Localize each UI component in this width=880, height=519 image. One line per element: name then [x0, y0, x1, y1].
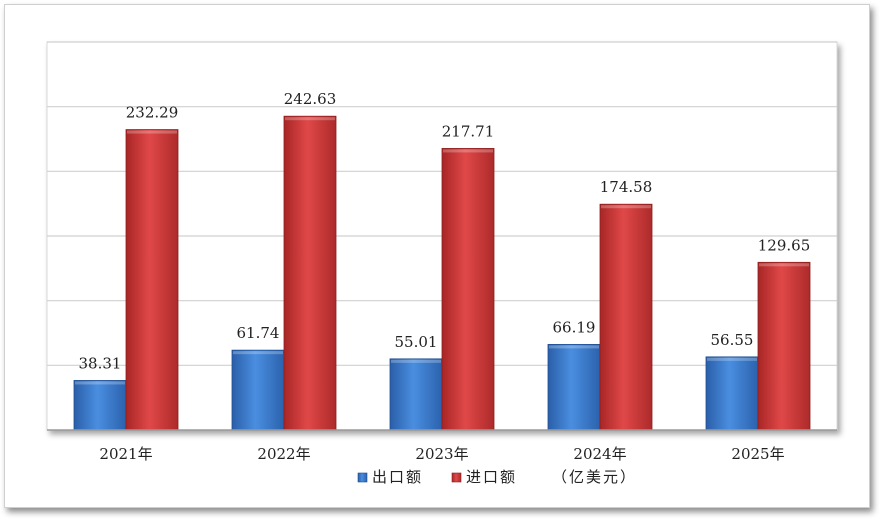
legend-swatch-import — [451, 472, 462, 483]
bar-highlight — [75, 381, 125, 385]
x-tick-label: 2021年 — [99, 445, 152, 463]
value-label: 66.19 — [553, 318, 596, 336]
bar-export-5 — [705, 356, 759, 431]
bar-highlight — [285, 117, 335, 121]
bar-highlight — [601, 205, 651, 209]
x-axis-ticks: 2021年 2022年 2023年 2024年 2025年 — [99, 445, 784, 463]
value-label: 232.29 — [126, 104, 179, 122]
bar-import-3 — [441, 148, 495, 431]
value-label: 242.63 — [284, 90, 337, 108]
bar-export-4 — [547, 343, 601, 431]
legend-label: 出口额 — [372, 468, 423, 486]
legend: 出口额 进口额 （亿美元） — [357, 468, 637, 486]
bar-import-2 — [283, 115, 337, 431]
value-label: 61.74 — [237, 324, 280, 342]
value-label: 217.71 — [442, 122, 495, 140]
bar-highlight — [759, 263, 809, 267]
unit-note: （亿美元） — [552, 468, 637, 486]
bar-highlight — [233, 351, 283, 355]
value-label: 55.01 — [395, 333, 438, 351]
x-tick-label: 2022年 — [257, 445, 310, 463]
x-tick-label: 2025年 — [731, 445, 784, 463]
bar-highlight — [549, 345, 599, 349]
bar-import-1 — [125, 129, 179, 431]
bar-highlight — [443, 149, 493, 153]
bar-highlight — [127, 130, 177, 134]
value-label: 129.65 — [758, 236, 811, 254]
bar-highlight — [391, 359, 441, 363]
value-label: 174.58 — [600, 178, 653, 196]
bars — [73, 115, 811, 431]
value-labels: 38.31 232.29 61.74 242.63 55.01 217.71 66.19 17… — [79, 90, 811, 372]
legend-label: 进口额 — [466, 468, 517, 486]
bar-export-2 — [231, 349, 285, 431]
bar-highlight — [707, 357, 757, 361]
value-label: 38.31 — [79, 354, 122, 372]
x-tick-label: 2024年 — [573, 445, 626, 463]
legend-swatch-export — [357, 472, 368, 483]
value-label: 56.55 — [711, 331, 754, 349]
x-tick-label: 2023年 — [415, 445, 468, 463]
bar-export-1 — [73, 380, 127, 431]
bar-export-3 — [389, 358, 443, 431]
bar-import-4 — [599, 203, 653, 431]
bar-import-5 — [757, 261, 811, 431]
